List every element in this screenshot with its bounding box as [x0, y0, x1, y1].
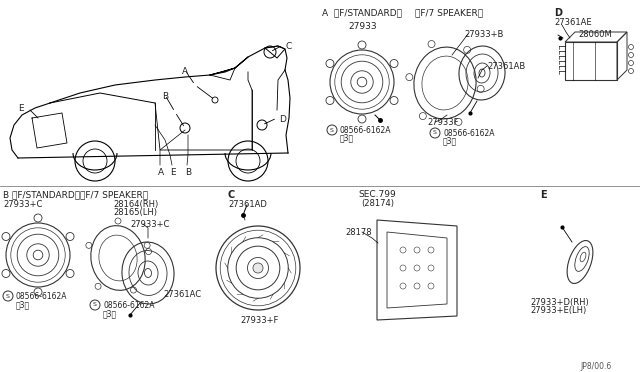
- Text: C: C: [285, 42, 291, 51]
- Circle shape: [253, 263, 263, 273]
- Text: 27933+C: 27933+C: [3, 200, 42, 209]
- Text: S: S: [93, 302, 97, 308]
- Text: 28060M: 28060M: [578, 30, 612, 39]
- Text: 28178: 28178: [345, 228, 372, 237]
- Text: E: E: [170, 168, 175, 177]
- Text: 08566-6162A: 08566-6162A: [340, 126, 392, 135]
- Text: A: A: [182, 67, 188, 76]
- Text: 27361AC: 27361AC: [163, 290, 201, 299]
- Text: 〨3〩: 〨3〩: [16, 300, 30, 309]
- Text: 〨3〩: 〨3〩: [443, 136, 457, 145]
- Text: 〈F/7 SPEAKER〉: 〈F/7 SPEAKER〉: [415, 8, 483, 17]
- Text: 〨3〩: 〨3〩: [340, 133, 354, 142]
- Text: SEC.799: SEC.799: [358, 190, 396, 199]
- Text: JP8/00.6: JP8/00.6: [580, 362, 611, 371]
- Text: 27933F: 27933F: [427, 118, 458, 127]
- Text: B: B: [185, 168, 191, 177]
- Text: 28165(LH): 28165(LH): [113, 208, 157, 217]
- Text: E: E: [540, 190, 547, 200]
- Text: S: S: [6, 294, 10, 298]
- Text: B: B: [162, 92, 168, 101]
- Text: D: D: [554, 8, 562, 18]
- Text: S: S: [433, 131, 437, 135]
- Text: B 〈F/STANDARD〉: B 〈F/STANDARD〉: [3, 190, 80, 199]
- Text: 〨3〩: 〨3〩: [103, 309, 117, 318]
- Text: 27361AE: 27361AE: [554, 18, 591, 27]
- Text: 08566-6162A: 08566-6162A: [443, 129, 495, 138]
- Text: 27361AD: 27361AD: [228, 200, 267, 209]
- Text: 27361AB: 27361AB: [487, 62, 525, 71]
- Bar: [565, 42, 617, 80]
- Text: 27933+F: 27933+F: [240, 316, 278, 325]
- Text: C: C: [228, 190, 236, 200]
- Text: S: S: [330, 128, 334, 132]
- Text: 27933+D(RH): 27933+D(RH): [530, 298, 589, 307]
- Text: 27933+B: 27933+B: [464, 30, 504, 39]
- Text: (28174): (28174): [361, 199, 394, 208]
- Text: 27933+C: 27933+C: [130, 220, 170, 229]
- Text: 27933: 27933: [348, 22, 376, 31]
- Text: 〈F/7 SPEAKER〉: 〈F/7 SPEAKER〉: [80, 190, 148, 199]
- Text: 27933+E(LH): 27933+E(LH): [530, 306, 586, 315]
- Text: A  〈F/STANDARD〉: A 〈F/STANDARD〉: [322, 8, 402, 17]
- Text: A: A: [158, 168, 164, 177]
- Text: 28164(RH): 28164(RH): [113, 200, 158, 209]
- Text: D: D: [279, 115, 286, 124]
- Text: 08566-6162A: 08566-6162A: [16, 292, 67, 301]
- Text: E: E: [18, 104, 24, 113]
- Text: 08566-6162A: 08566-6162A: [103, 301, 154, 310]
